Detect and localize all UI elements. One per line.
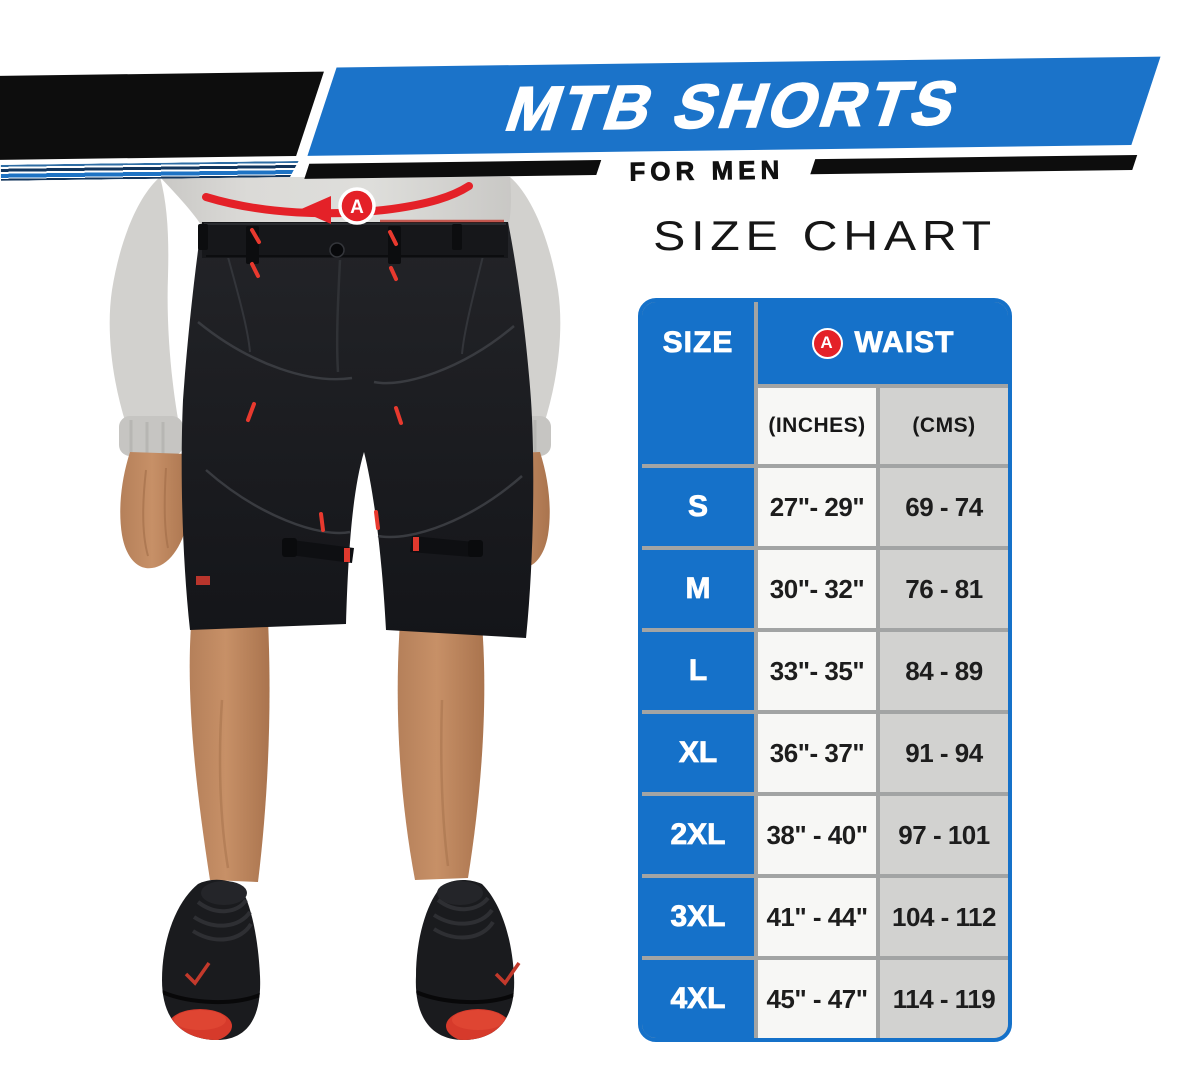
stripe-lines-decoration [1,161,299,181]
waist-inches-cell: 41" - 44" [758,878,876,956]
waist-cms-cell: 69 - 74 [880,468,1008,546]
red-stitch-accents [246,228,403,532]
waist-label: WAIST [854,326,955,360]
right-shoe [415,880,521,1041]
waist-cms-cell: 91 - 94 [880,714,1008,792]
sweatshirt-torso [160,177,512,228]
size-chart-table: SIZE A WAIST (INCHES) (CMS) S 27"- 29" 6… [638,298,1012,1042]
size-cell: S [642,468,754,546]
left-hand [120,452,191,569]
left-cuff [119,416,183,456]
left-leg [189,620,270,882]
waist-marker-letter: A [350,197,364,218]
waist-cms-cell: 76 - 81 [880,550,1008,628]
left-arm [109,177,191,569]
model-figure: A [109,177,561,1041]
waist-inches-cell: 36"- 37" [758,714,876,792]
measure-arrow-icon [299,196,331,224]
size-cell: 2XL [642,796,754,874]
column-subheader-cms: (CMS) [880,388,1008,464]
size-cell: 3XL [642,878,754,956]
size-cell: M [642,550,754,628]
subtitle-band-left [304,159,602,179]
waist-inches-cell: 38" - 40" [758,796,876,874]
banner-black-segment [0,71,324,161]
waist-inches-cell: 30"- 32" [758,550,876,628]
waist-cms-cell: 84 - 89 [880,632,1008,710]
size-cell: L [642,632,754,710]
subtitle-band-right [810,154,1138,175]
fly-seam [335,259,342,373]
column-header-waist: A WAIST [758,302,1008,384]
size-chart-heading: SIZE CHART [653,212,997,259]
waist-cms-cell: 114 - 119 [880,960,1008,1038]
left-shoe-logo [184,961,211,986]
size-cell: XL [642,714,754,792]
waist-marker-badge-icon: A [811,327,843,359]
waist-button [329,242,345,258]
right-leg [397,622,485,880]
waist-cms-cell: 104 - 112 [880,878,1008,956]
left-shoe [162,879,261,1041]
banner-blue-segment: MTB SHORTS [307,56,1161,156]
brand-tag [196,576,210,585]
banner-subtitle: FOR MEN [629,154,785,187]
waist-inches-cell: 33"- 35" [758,632,876,710]
mtb-shorts [181,219,534,638]
column-header-size: SIZE [642,302,754,464]
right-shoe-logo [494,961,521,986]
waist-marker-letter: A [820,333,834,352]
waist-inches-cell: 45" - 47" [758,960,876,1038]
banner-title: MTB SHORTS [497,68,971,145]
waist-cms-cell: 97 - 101 [880,796,1008,874]
waist-measure-line: A [202,182,473,225]
waist-inches-cell: 27"- 29" [758,468,876,546]
waist-marker-badge [338,187,376,225]
header-banner: MTB SHORTS FOR MEN [0,0,1200,228]
model-photo: A [109,177,561,1041]
column-subheader-inches: (INCHES) [758,388,876,464]
size-cell: 4XL [642,960,754,1038]
